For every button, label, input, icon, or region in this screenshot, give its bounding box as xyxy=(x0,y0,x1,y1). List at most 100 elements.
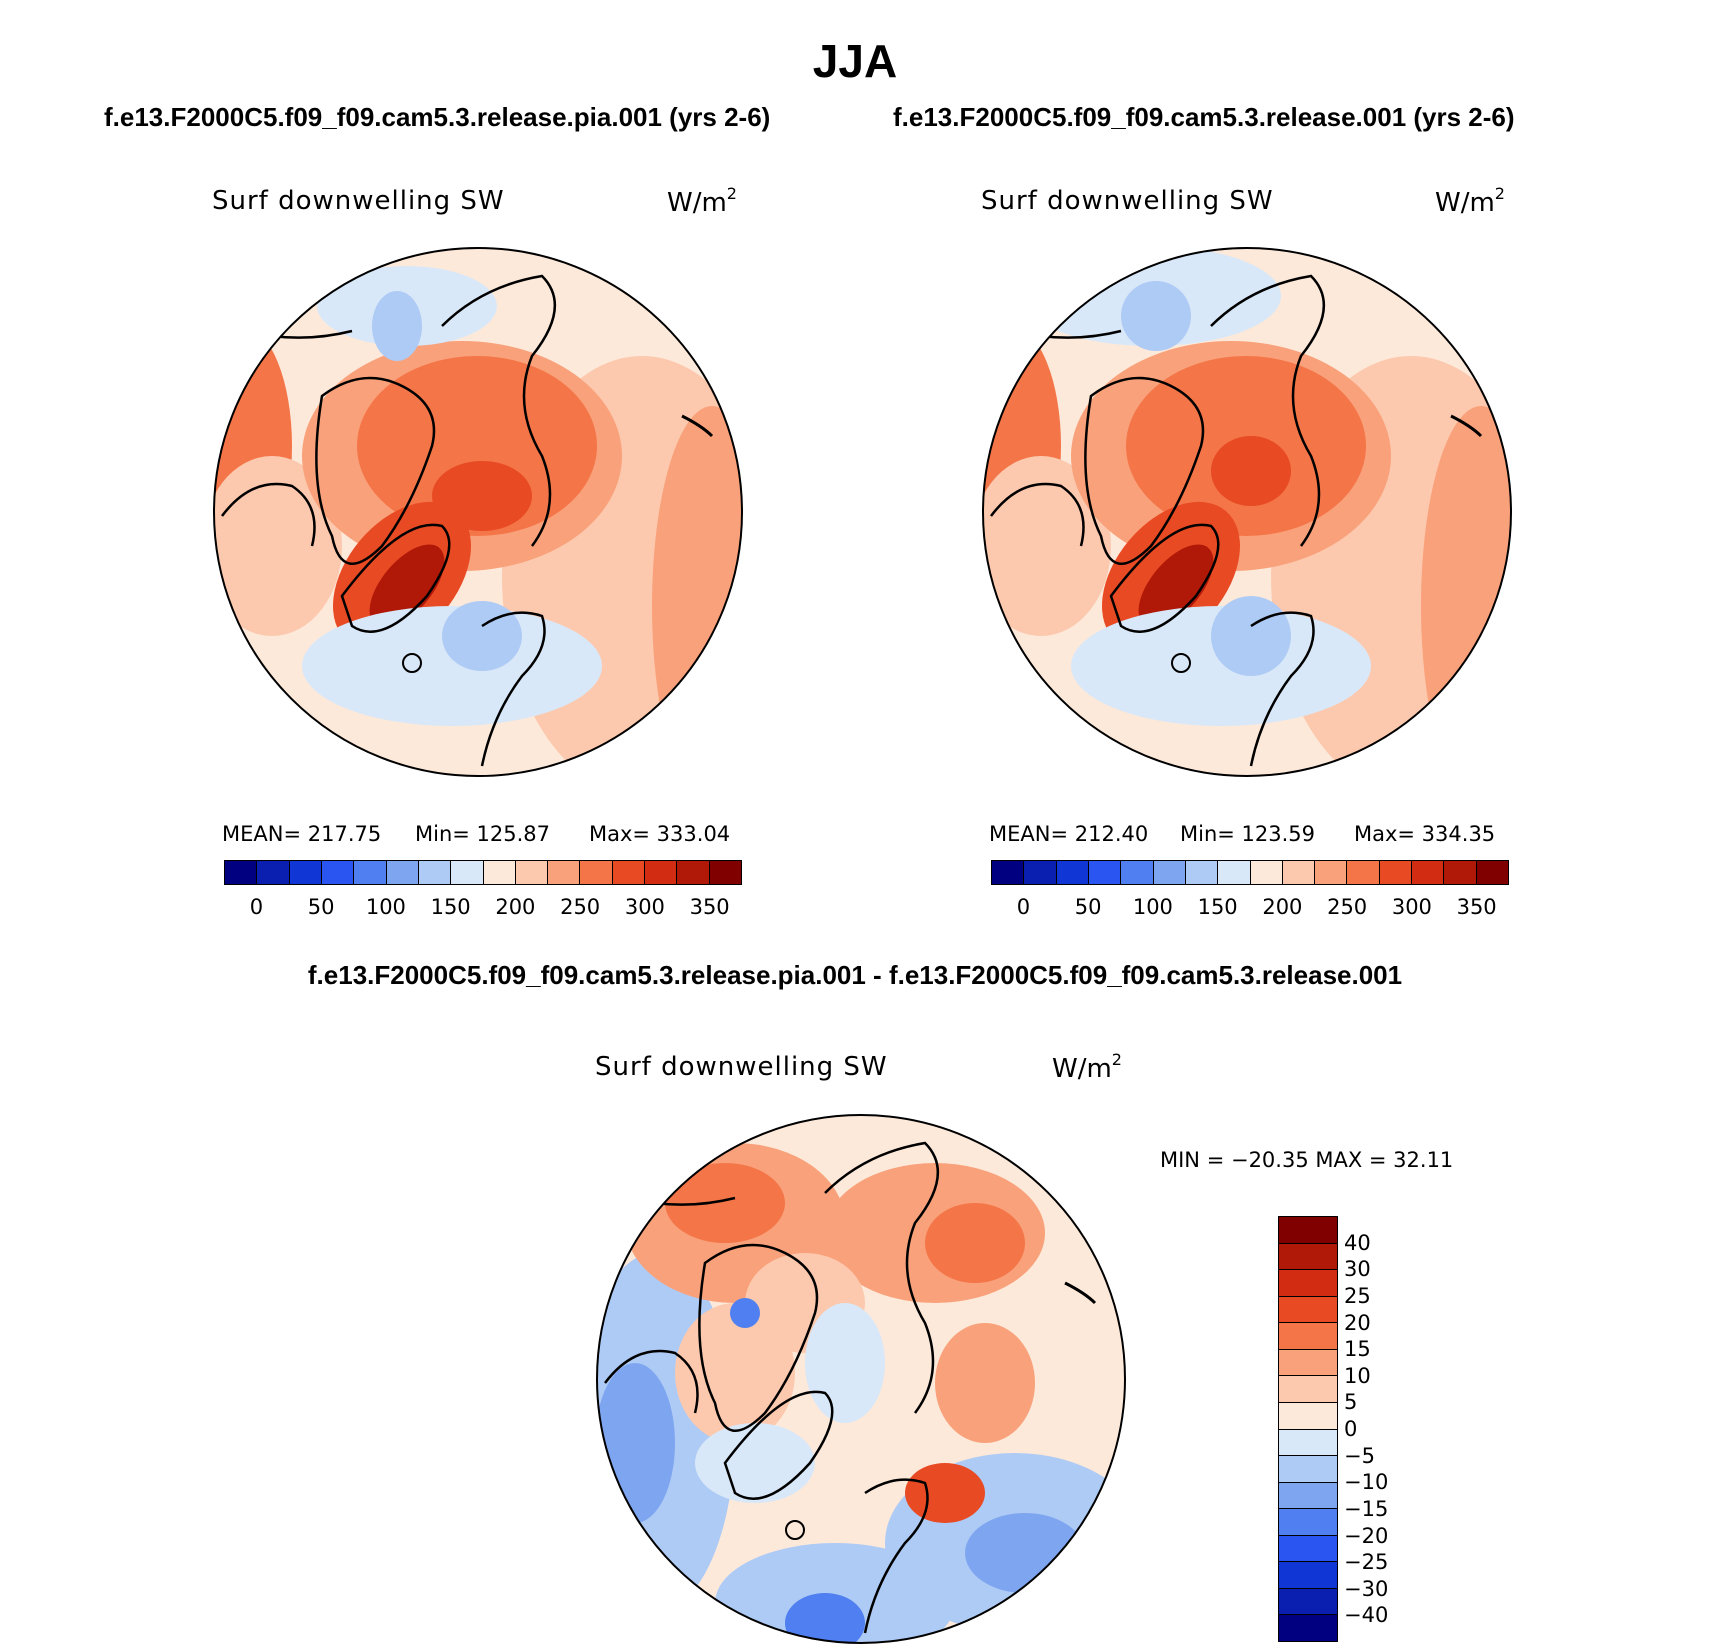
colorbar-swatch xyxy=(548,861,581,884)
colorbar-swatch xyxy=(1279,1243,1337,1271)
colorbar-swatch xyxy=(1279,1296,1337,1324)
panel-a-min: Min= 125.87 xyxy=(415,822,551,846)
colorbar-tick-label: 40 xyxy=(1344,1230,1371,1255)
colorbar-swatch xyxy=(1379,861,1413,884)
colorbar-tick-label: −10 xyxy=(1344,1470,1389,1495)
difference-title: f.e13.F2000C5.f09_f09.cam5.3.release.pia… xyxy=(307,960,1403,990)
colorbar-swatch xyxy=(289,861,322,884)
colorbar-swatch xyxy=(1218,861,1251,884)
colorbar-tick-label: 250 xyxy=(1327,895,1368,919)
colorbar-swatch xyxy=(1279,1376,1337,1403)
colorbar-swatch xyxy=(1279,1429,1337,1457)
panel-a-colorbar-ticks: 0 50 100 150 200 250 300 350 xyxy=(224,895,742,923)
colorbar-swatch xyxy=(1153,861,1186,884)
panel-b-unit: W/m2 xyxy=(1435,184,1505,218)
colorbar-swatch xyxy=(1279,1482,1337,1510)
colorbar-swatch xyxy=(1279,1349,1337,1377)
colorbar-swatch xyxy=(1412,861,1445,884)
panel-a-mean: MEAN= 217.75 xyxy=(222,822,382,846)
colorbar-swatch xyxy=(1121,861,1154,884)
colorbar-swatch xyxy=(992,861,1025,884)
panel-b-max: Max= 334.35 xyxy=(1354,822,1496,846)
colorbar-swatch xyxy=(515,861,549,884)
colorbar-swatch xyxy=(483,861,516,884)
panel-a-polar-map xyxy=(213,247,743,777)
colorbar-swatch xyxy=(1279,1270,1337,1297)
colorbar-tick-label: 150 xyxy=(430,895,471,919)
colorbar-tick-label: 30 xyxy=(1344,1257,1371,1282)
colorbar-swatch xyxy=(612,861,646,884)
colorbar-tick-label: 0 xyxy=(1344,1417,1358,1441)
colorbar-tick-label: 200 xyxy=(1262,895,1303,919)
colorbar-swatch xyxy=(709,861,741,884)
colorbar-swatch xyxy=(1024,861,1057,884)
colorbar-swatch xyxy=(354,861,387,884)
panel-b-colorbar xyxy=(991,860,1509,885)
colorbar-swatch xyxy=(1347,861,1380,884)
colorbar-swatch xyxy=(1279,1217,1337,1244)
colorbar-swatch xyxy=(418,861,452,884)
colorbar-tick-label: 250 xyxy=(560,895,601,919)
case-b-title: f.e13.F2000C5.f09_f09.cam5.3.release.001… xyxy=(893,102,1515,132)
colorbar-swatch xyxy=(1279,1323,1337,1350)
colorbar-swatch xyxy=(321,861,355,884)
colorbar-tick-label: 20 xyxy=(1344,1310,1371,1335)
colorbar-tick-label: −25 xyxy=(1344,1550,1389,1575)
colorbar-tick-label: 100 xyxy=(365,895,406,919)
colorbar-swatch xyxy=(677,861,710,884)
panel-b-colorbar-ticks: 0 50 100 150 200 250 300 350 xyxy=(991,895,1509,923)
colorbar-tick-label: −5 xyxy=(1344,1443,1375,1468)
colorbar-tick-label: 350 xyxy=(689,895,730,919)
colorbar-tick-label: 15 xyxy=(1344,1337,1371,1362)
colorbar-tick-label: 50 xyxy=(307,895,335,919)
panel-b-mean: MEAN= 212.40 xyxy=(989,822,1149,846)
panel-a-colorbar xyxy=(224,860,742,885)
colorbar-tick-label: 200 xyxy=(495,895,536,919)
colorbar-swatch xyxy=(1315,861,1348,884)
colorbar-swatch xyxy=(1279,1509,1337,1536)
colorbar-swatch xyxy=(645,861,678,884)
panel-a-unit: W/m2 xyxy=(667,184,737,218)
panel-b-variable: Surf downwelling SW xyxy=(981,186,1274,216)
colorbar-tick-label: 300 xyxy=(1391,895,1432,919)
colorbar-tick-label: −30 xyxy=(1344,1576,1389,1601)
diff-variable: Surf downwelling SW xyxy=(595,1052,888,1082)
colorbar-swatch xyxy=(1056,861,1089,884)
panel-b-polar-map xyxy=(982,247,1512,777)
colorbar-tick-label: 300 xyxy=(624,895,665,919)
colorbar-swatch xyxy=(257,861,290,884)
colorbar-swatch xyxy=(225,861,258,884)
colorbar-swatch xyxy=(451,861,484,884)
colorbar-tick-label: 0 xyxy=(1016,895,1031,919)
case-a-title: f.e13.F2000C5.f09_f09.cam5.3.release.pia… xyxy=(104,102,771,132)
figure-title: JJA xyxy=(812,35,898,87)
colorbar-tick-label: −20 xyxy=(1344,1523,1389,1548)
difference-polar-map xyxy=(596,1114,1126,1644)
colorbar-tick-label: 350 xyxy=(1456,895,1497,919)
colorbar-swatch xyxy=(1279,1456,1337,1483)
colorbar-tick-label: −15 xyxy=(1344,1496,1389,1521)
colorbar-swatch xyxy=(580,861,613,884)
panel-a-max: Max= 333.04 xyxy=(589,822,731,846)
diff-unit: W/m2 xyxy=(1052,1050,1122,1084)
panel-a-variable: Surf downwelling SW xyxy=(212,186,505,216)
colorbar-swatch xyxy=(1185,861,1219,884)
colorbar-tick-label: 10 xyxy=(1344,1363,1371,1388)
colorbar-swatch xyxy=(1282,861,1316,884)
colorbar-tick-label: 50 xyxy=(1074,895,1102,919)
colorbar-tick-label: 25 xyxy=(1344,1283,1371,1308)
colorbar-swatch xyxy=(1250,861,1283,884)
colorbar-swatch xyxy=(1279,1402,1337,1430)
colorbar-tick-label: 150 xyxy=(1197,895,1238,919)
diff-colorbar-ticks: 40 30 25 20 15 10 5 0 −5 −10 −15 −20 −25 −30 −40 xyxy=(1344,1216,1424,1642)
diff-min-max: MIN = −20.35 MAX = 32.11 xyxy=(1160,1148,1454,1172)
colorbar-swatch xyxy=(386,861,419,884)
colorbar-swatch xyxy=(1088,861,1122,884)
panel-b-min: Min= 123.59 xyxy=(1180,822,1316,846)
colorbar-tick-label: 5 xyxy=(1344,1390,1358,1415)
colorbar-swatch xyxy=(1279,1588,1337,1616)
colorbar-swatch xyxy=(1279,1615,1337,1641)
colorbar-swatch xyxy=(1444,861,1477,884)
diff-colorbar xyxy=(1278,1216,1338,1642)
colorbar-tick-label: 0 xyxy=(249,895,264,919)
